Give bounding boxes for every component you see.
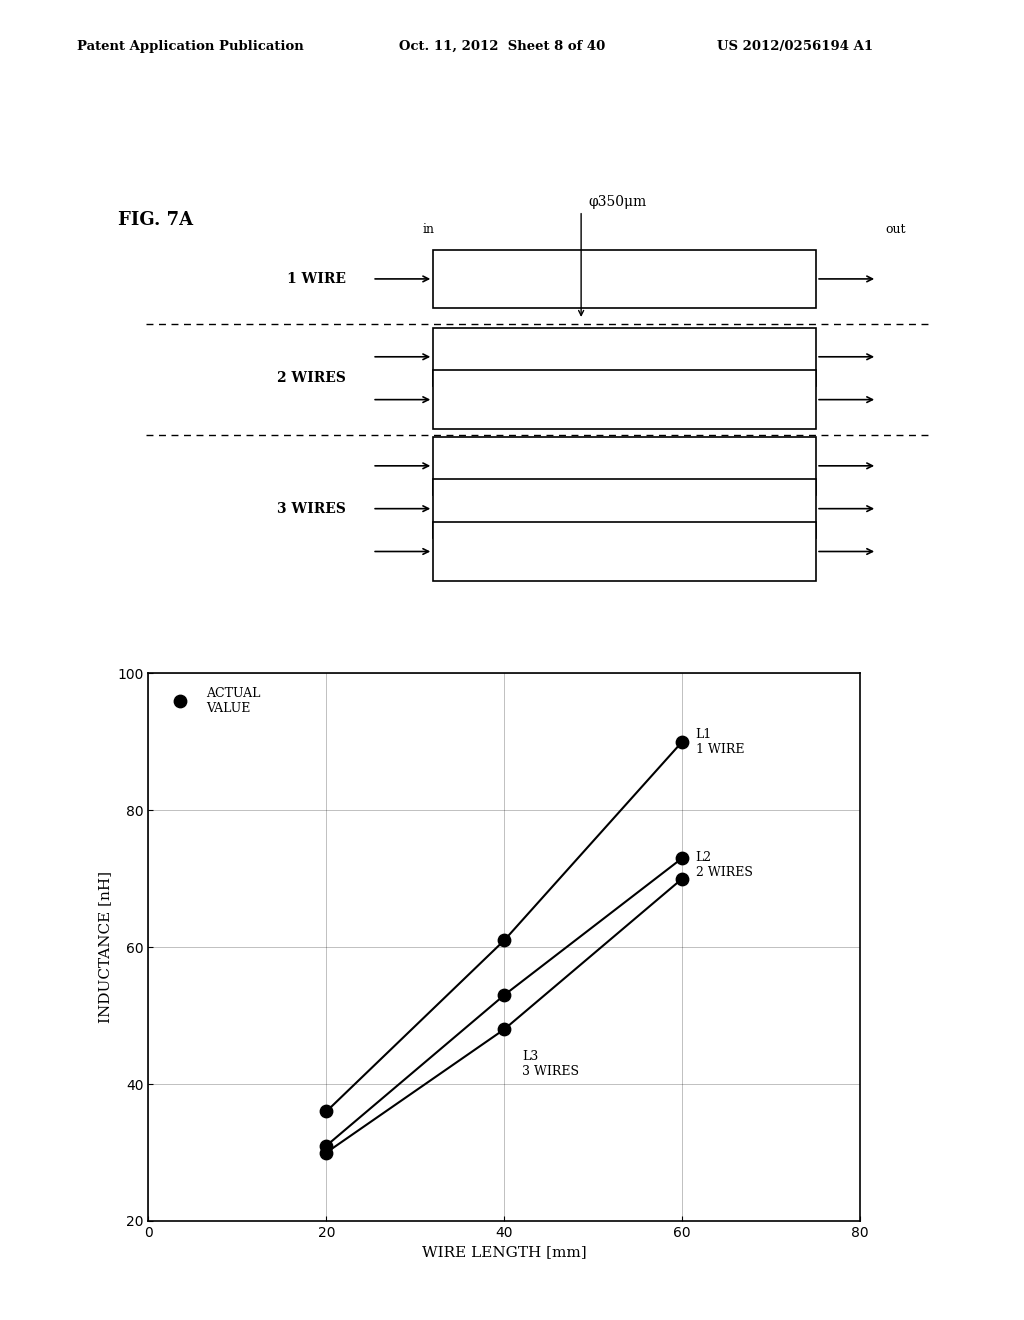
Text: L3
3 WIRES: L3 3 WIRES <box>522 1049 580 1078</box>
Text: 1 WIRE: 1 WIRE <box>287 272 346 286</box>
Text: φ350μm: φ350μm <box>588 195 646 209</box>
Bar <box>433 523 816 581</box>
Point <box>496 985 512 1006</box>
Point <box>318 1101 335 1122</box>
Point <box>674 847 690 869</box>
Text: in: in <box>423 223 435 236</box>
Point <box>318 1135 335 1156</box>
Text: L1
1 WIRE: L1 1 WIRE <box>695 727 744 755</box>
Text: Oct. 11, 2012  Sheet 8 of 40: Oct. 11, 2012 Sheet 8 of 40 <box>399 40 605 53</box>
Point <box>674 869 690 890</box>
Text: 2 WIRES: 2 WIRES <box>278 371 346 385</box>
Text: 3 WIRES: 3 WIRES <box>278 502 346 516</box>
Y-axis label: INDUCTANCE [nH]: INDUCTANCE [nH] <box>97 871 112 1023</box>
Text: US 2012/0256194 A1: US 2012/0256194 A1 <box>717 40 872 53</box>
Point <box>496 929 512 950</box>
Point <box>171 690 187 711</box>
Bar <box>433 479 816 537</box>
Bar <box>433 249 816 308</box>
Bar <box>433 327 816 385</box>
Text: ACTUAL
VALUE: ACTUAL VALUE <box>206 686 261 714</box>
Point <box>318 1142 335 1163</box>
Text: FIG. 7A: FIG. 7A <box>118 211 193 230</box>
Point <box>674 731 690 752</box>
Bar <box>433 371 816 429</box>
Bar <box>433 437 816 495</box>
Text: out: out <box>886 223 906 236</box>
Text: L2
2 WIRES: L2 2 WIRES <box>695 851 753 879</box>
X-axis label: WIRE LENGTH [mm]: WIRE LENGTH [mm] <box>422 1245 587 1259</box>
Text: Patent Application Publication: Patent Application Publication <box>77 40 303 53</box>
Point <box>496 1019 512 1040</box>
